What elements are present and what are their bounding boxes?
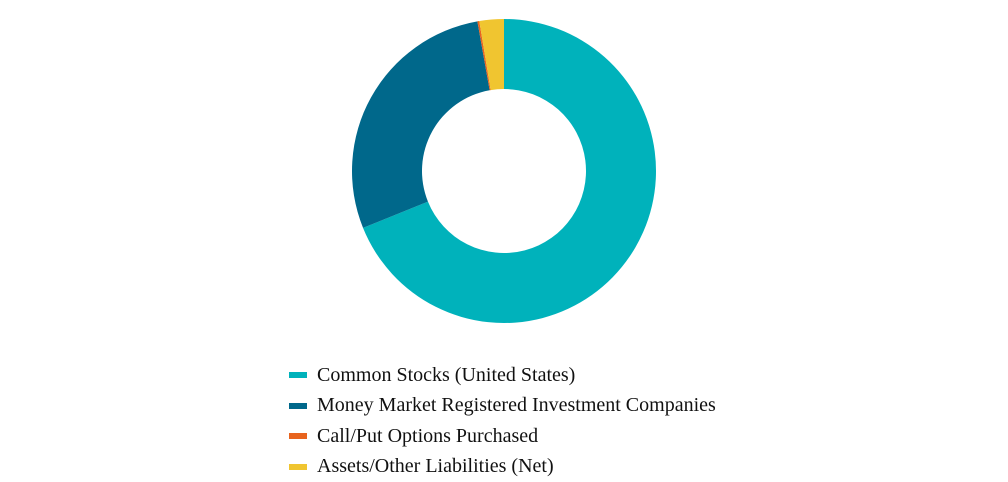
legend-item-net-assets: Assets/Other Liabilities (Net) [289, 452, 716, 482]
chart-legend: Common Stocks (United States) Money Mark… [289, 360, 716, 482]
legend-item-money-market: Money Market Registered Investment Compa… [289, 391, 716, 422]
legend-swatch-money-market [289, 403, 307, 409]
legend-label-net-assets: Assets/Other Liabilities (Net) [317, 455, 554, 478]
legend-label-options: Call/Put Options Purchased [317, 425, 538, 448]
legend-item-common-stocks: Common Stocks (United States) [289, 360, 716, 391]
slice-money-market [352, 21, 490, 227]
legend-label-money-market: Money Market Registered Investment Compa… [317, 394, 716, 417]
donut-slices [352, 19, 656, 323]
legend-swatch-common-stocks [289, 372, 307, 378]
legend-swatch-options [289, 433, 307, 439]
legend-item-options: Call/Put Options Purchased [289, 421, 716, 452]
legend-label-common-stocks: Common Stocks (United States) [317, 364, 575, 387]
legend-swatch-net-assets [289, 464, 307, 470]
